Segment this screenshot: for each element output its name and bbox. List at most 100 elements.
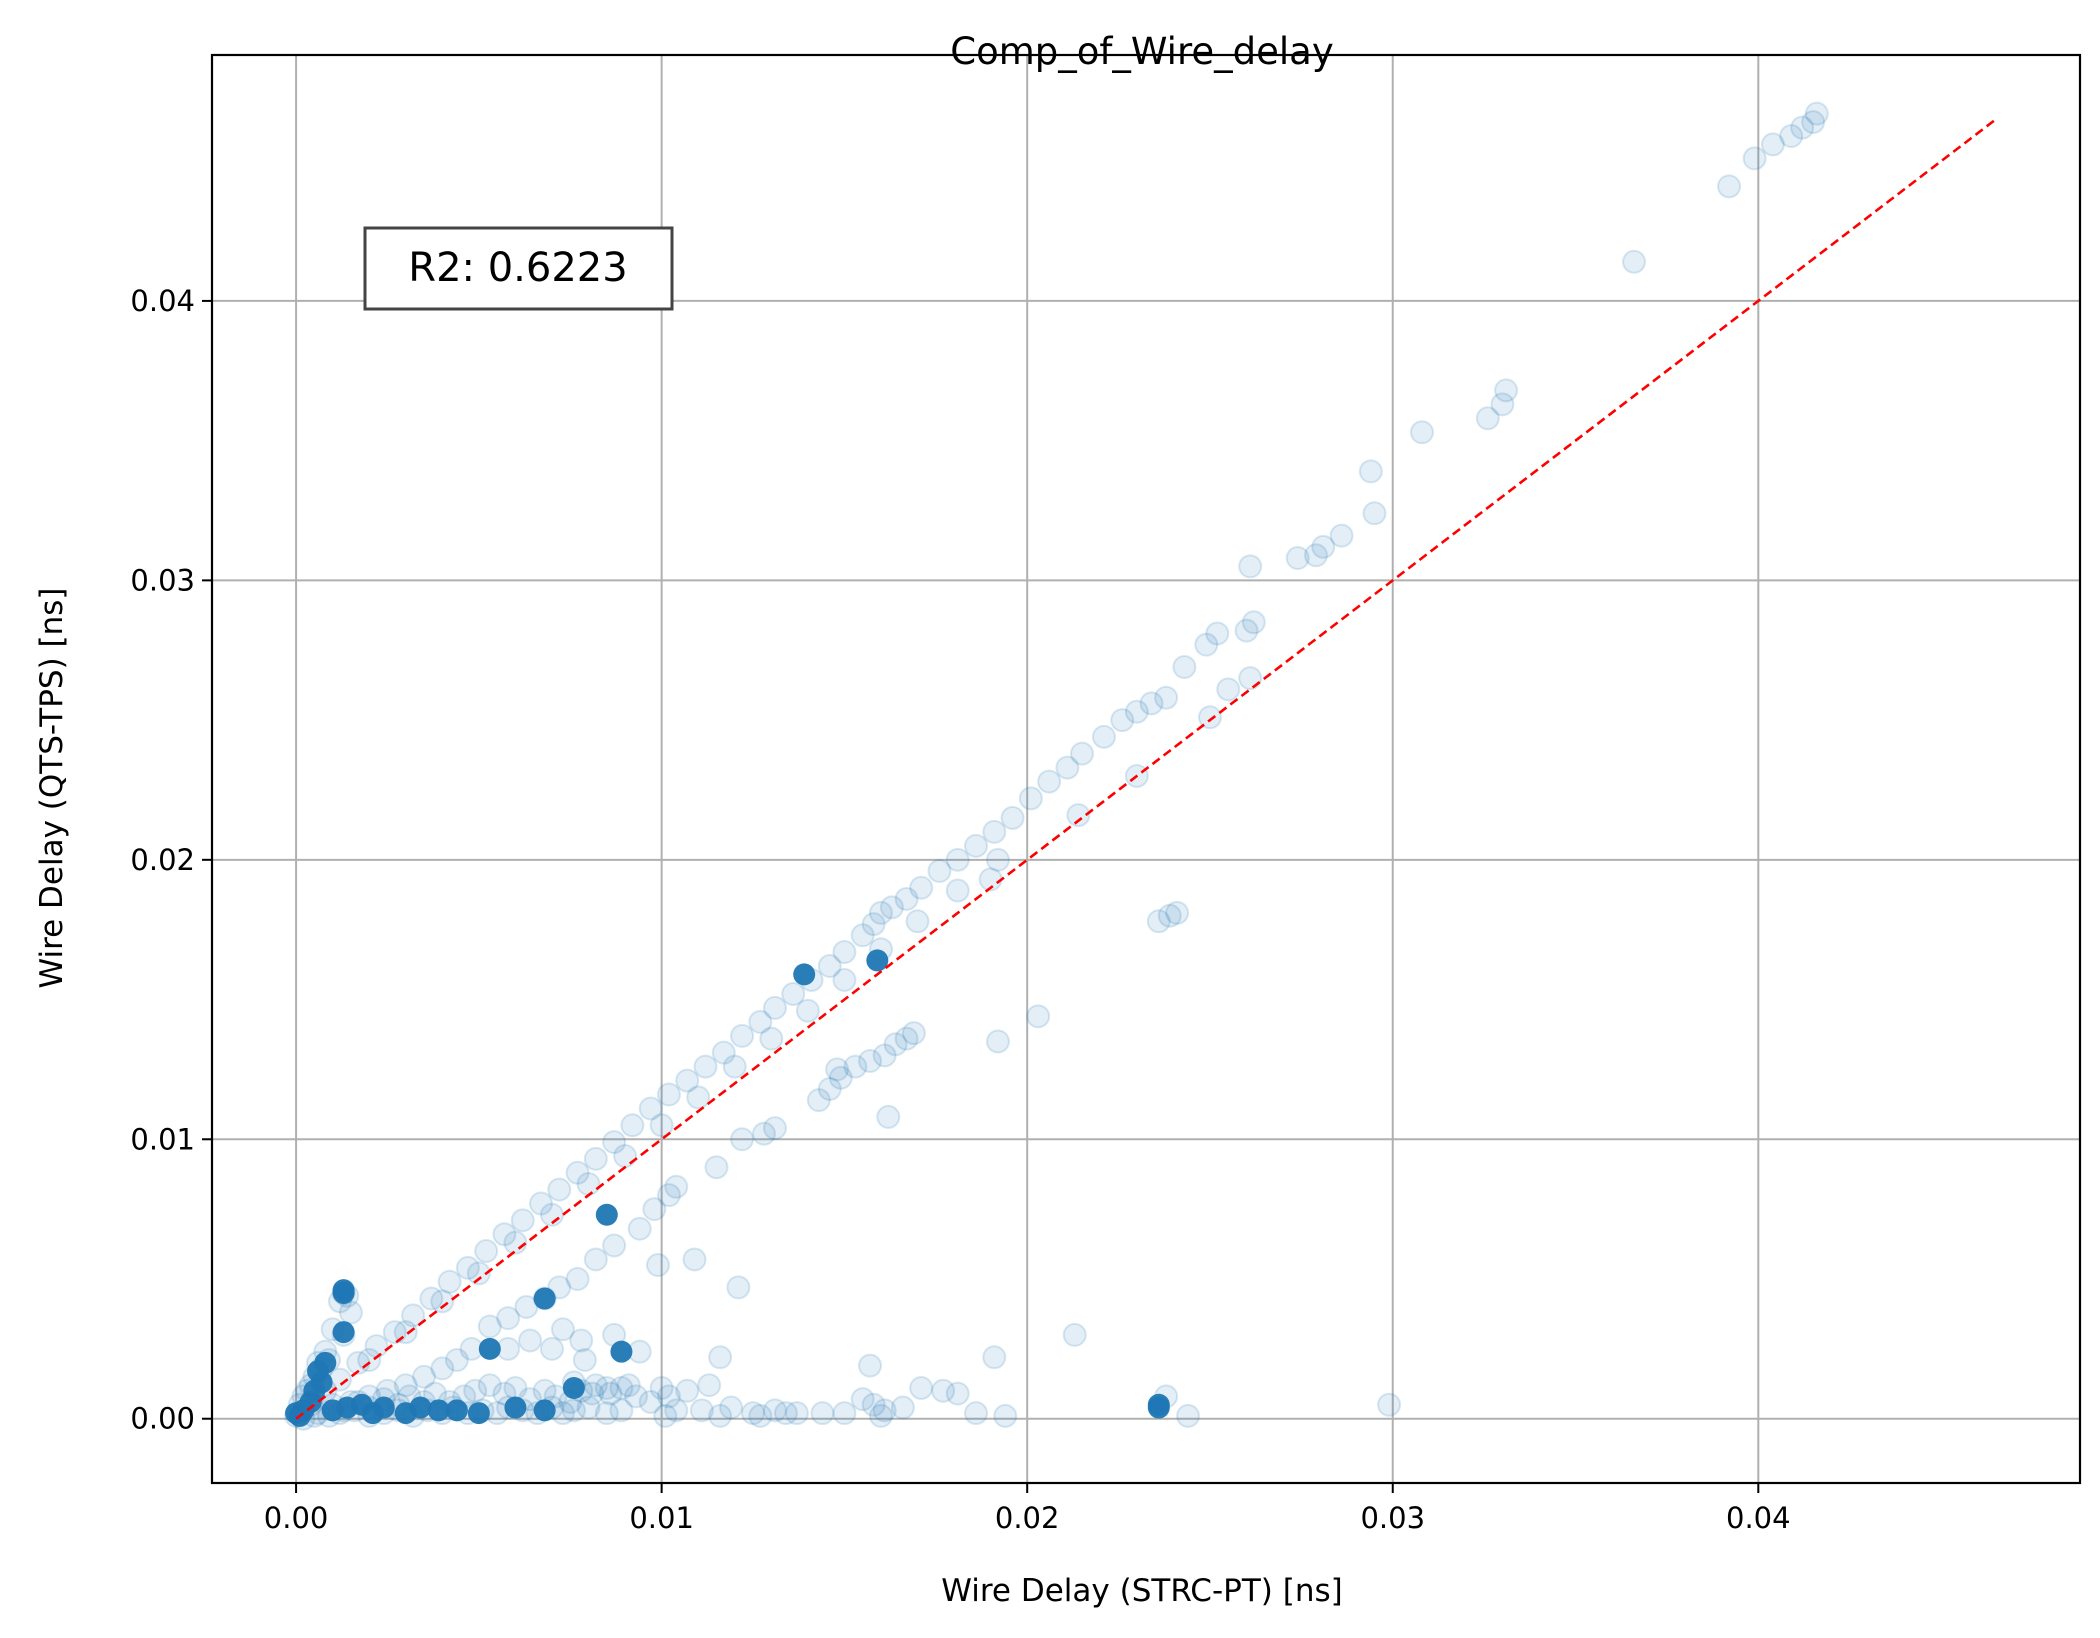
data-point bbox=[708, 1403, 733, 1428]
data-point bbox=[583, 1146, 608, 1171]
data-point bbox=[1490, 392, 1515, 417]
data-point bbox=[656, 1384, 681, 1409]
data-point-dense bbox=[332, 1281, 355, 1304]
data-point-dense bbox=[533, 1399, 556, 1422]
data-point bbox=[1303, 543, 1328, 568]
data-point bbox=[1091, 724, 1116, 749]
data-point bbox=[879, 895, 904, 920]
data-point bbox=[514, 1294, 539, 1319]
data-point bbox=[1000, 805, 1025, 830]
data-point bbox=[547, 1177, 572, 1202]
data-point bbox=[1026, 1004, 1051, 1029]
data-point-dense bbox=[1147, 1396, 1170, 1419]
data-point bbox=[565, 1267, 590, 1291]
data-point-dense bbox=[332, 1321, 355, 1344]
data-point bbox=[1238, 666, 1263, 691]
x-tick-label: 0.02 bbox=[995, 1501, 1060, 1535]
data-point bbox=[719, 1395, 744, 1420]
data-point bbox=[539, 1336, 564, 1361]
data-point bbox=[868, 900, 893, 925]
data-point bbox=[653, 1403, 678, 1428]
data-point bbox=[909, 1375, 934, 1400]
data-point bbox=[1216, 677, 1241, 702]
data-point-dense bbox=[533, 1287, 556, 1310]
data-point bbox=[1358, 459, 1383, 484]
data-point bbox=[576, 1395, 601, 1420]
data-point bbox=[576, 1171, 601, 1196]
data-point-dense bbox=[467, 1402, 490, 1425]
data-point bbox=[613, 1144, 638, 1169]
data-point bbox=[1760, 132, 1785, 157]
data-point bbox=[759, 1026, 784, 1051]
data-point bbox=[1139, 691, 1164, 716]
data-point bbox=[748, 1009, 773, 1034]
data-point bbox=[704, 1155, 729, 1180]
data-point bbox=[985, 1029, 1010, 1054]
data-point bbox=[518, 1328, 543, 1353]
data-point bbox=[964, 833, 989, 858]
data-point bbox=[1742, 146, 1767, 171]
data-point bbox=[393, 1373, 418, 1398]
data-point bbox=[1037, 769, 1062, 794]
data-point bbox=[572, 1348, 597, 1373]
data-point bbox=[430, 1356, 455, 1381]
data-point bbox=[832, 967, 857, 992]
data-point bbox=[901, 1021, 926, 1046]
data-point bbox=[474, 1239, 499, 1264]
data-point bbox=[1238, 554, 1263, 579]
data-point bbox=[751, 1121, 776, 1146]
data-point bbox=[762, 1398, 787, 1423]
annotation-text: R2: 0.6223 bbox=[408, 245, 627, 291]
data-point bbox=[1154, 685, 1179, 710]
data-point bbox=[982, 819, 1007, 844]
data-point bbox=[602, 1233, 627, 1258]
data-point bbox=[1409, 420, 1434, 445]
data-point bbox=[620, 1113, 645, 1138]
data-point bbox=[642, 1197, 667, 1222]
data-point bbox=[1205, 621, 1230, 646]
data-point bbox=[748, 1403, 773, 1428]
data-point bbox=[583, 1247, 608, 1272]
data-point bbox=[638, 1096, 663, 1121]
data-point bbox=[843, 1054, 868, 1079]
data-point bbox=[664, 1398, 689, 1423]
data-point bbox=[784, 1401, 809, 1426]
data-point bbox=[1494, 378, 1519, 403]
data-point bbox=[993, 1403, 1018, 1428]
data-point bbox=[412, 1364, 437, 1389]
grid bbox=[212, 55, 2080, 1483]
data-point bbox=[945, 878, 970, 903]
data-point bbox=[602, 1130, 627, 1155]
data-point bbox=[1717, 174, 1742, 199]
data-point bbox=[828, 1065, 853, 1090]
annotation-box bbox=[363, 226, 674, 311]
data-point bbox=[894, 886, 919, 911]
data-point bbox=[945, 847, 970, 872]
data-point bbox=[817, 954, 842, 979]
data-point bbox=[430, 1289, 455, 1314]
data-point-dense bbox=[562, 1376, 585, 1399]
data-point bbox=[583, 1373, 608, 1398]
data-point bbox=[357, 1348, 382, 1373]
data-point-dense bbox=[427, 1399, 450, 1422]
data-point bbox=[909, 875, 934, 900]
data-point bbox=[1622, 249, 1647, 274]
data-point bbox=[492, 1222, 517, 1247]
data-point bbox=[872, 1043, 897, 1068]
data-point bbox=[550, 1317, 575, 1342]
data-point bbox=[664, 1174, 689, 1199]
data-point bbox=[1362, 501, 1387, 526]
data-point-dense bbox=[350, 1393, 373, 1416]
data-point bbox=[1377, 1392, 1402, 1417]
data-point bbox=[624, 1384, 649, 1409]
data-point bbox=[730, 1127, 755, 1152]
data-point bbox=[817, 1076, 842, 1101]
data-point bbox=[477, 1373, 502, 1398]
data-point bbox=[569, 1328, 594, 1353]
r2-annotation: R2: 0.6223 bbox=[363, 226, 674, 311]
data-point bbox=[419, 1286, 444, 1311]
data-point-dense bbox=[610, 1340, 633, 1363]
data-point bbox=[890, 1395, 915, 1420]
x-tick-label: 0.01 bbox=[629, 1501, 694, 1535]
